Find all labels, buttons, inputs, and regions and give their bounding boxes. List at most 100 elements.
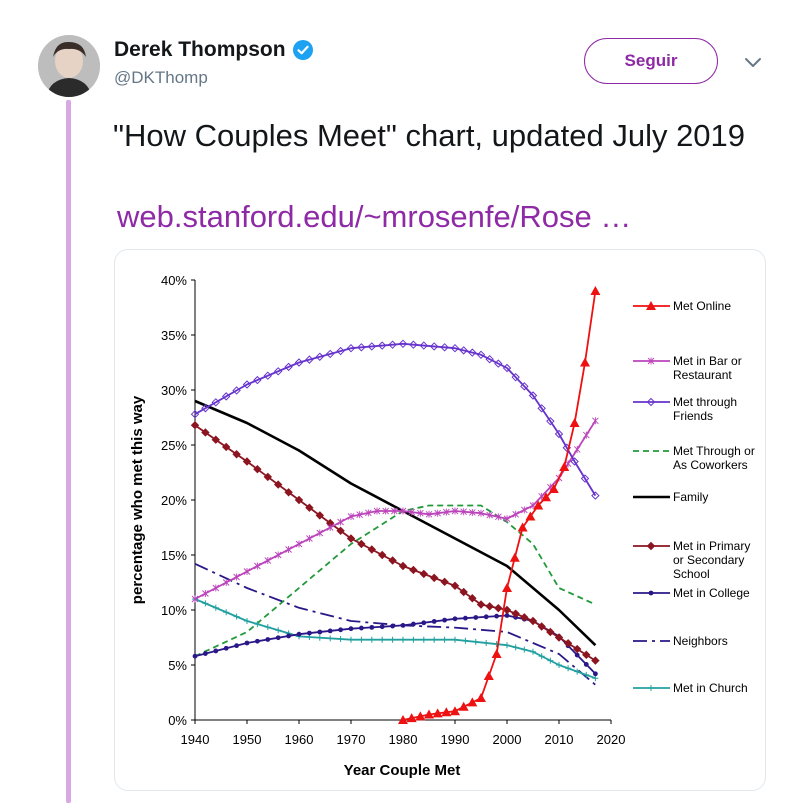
data-point (201, 428, 210, 437)
data-point (441, 707, 452, 717)
series-met-online (398, 286, 601, 724)
data-point (425, 510, 433, 518)
data-point (365, 509, 372, 517)
data-point (452, 636, 458, 643)
legend-label: Met Through or (673, 444, 755, 458)
data-point (213, 648, 219, 654)
data-point (295, 540, 303, 548)
data-point (591, 491, 600, 500)
data-point (429, 342, 439, 351)
legend-label: As Coworkers (673, 458, 748, 472)
data-point (458, 701, 469, 711)
data-point (511, 609, 520, 618)
data-point (569, 418, 580, 427)
series-met-in-bar-or-restaurant (191, 417, 599, 603)
x-tick-label: 2020 (597, 732, 626, 747)
data-point (286, 633, 291, 639)
data-point (275, 627, 282, 634)
data-point (473, 615, 479, 620)
data-point (563, 639, 573, 648)
x-tick-label: 1950 (233, 732, 262, 747)
data-point (419, 569, 429, 579)
data-point (255, 638, 260, 644)
data-point (570, 457, 579, 466)
how-couples-meet-chart: 0% 5% 10% 15% 20% 25% 30% 35% 40% 1940 1950 1960 197… (129, 273, 755, 779)
data-point (212, 604, 219, 611)
data-point (494, 359, 503, 368)
series-line (194, 504, 596, 658)
follow-button[interactable]: Seguir (584, 38, 718, 84)
data-point (337, 636, 344, 643)
avatar[interactable] (38, 35, 100, 97)
data-point (192, 653, 198, 659)
data-point (462, 637, 469, 644)
data-point (243, 568, 251, 575)
legend-label: or Secondary (673, 553, 744, 567)
data-point (284, 488, 293, 497)
data-point (367, 545, 377, 554)
data-point (517, 522, 528, 532)
data-point (233, 613, 240, 620)
data-point (554, 633, 564, 642)
data-point (410, 636, 417, 643)
data-point (424, 709, 434, 719)
data-point (546, 627, 555, 637)
data-point (537, 622, 546, 631)
data-point (348, 636, 354, 643)
data-point (357, 343, 366, 352)
data-point (373, 507, 381, 515)
data-point (431, 619, 437, 624)
data-point (326, 524, 334, 531)
legend-item: Neighbors (633, 634, 728, 648)
data-point (409, 565, 418, 575)
y-tick-label: 10% (161, 603, 187, 618)
data-point (190, 409, 200, 419)
data-point (221, 392, 231, 401)
data-point (468, 348, 477, 357)
data-point (367, 342, 377, 351)
data-point (307, 630, 312, 636)
data-point (573, 445, 581, 453)
data-point (325, 349, 335, 359)
data-point (346, 534, 356, 543)
data-point (556, 662, 562, 668)
data-point (533, 500, 544, 510)
data-point (442, 617, 447, 623)
data-point (377, 341, 387, 350)
data-point (432, 708, 443, 718)
author-handle[interactable]: @DKThomp (114, 68, 208, 87)
data-point (583, 662, 589, 667)
data-point (520, 382, 529, 391)
data-point (356, 511, 363, 519)
data-point (421, 620, 427, 626)
data-point (316, 634, 323, 641)
data-point (398, 715, 408, 724)
chart-image-card[interactable]: 0% 5% 10% 15% 20% 25% 30% 35% 40% 1940 1950 1960 197… (114, 249, 766, 791)
avatar-photo (38, 35, 100, 97)
series-met-through-or-as-coworkers (194, 504, 596, 658)
data-point (420, 636, 427, 643)
tweet-text: "How Couples Meet" chart, updated July 2… (113, 118, 746, 153)
data-point (530, 648, 536, 655)
chevron-down-icon[interactable] (744, 56, 762, 70)
tweet-link[interactable]: web.stanford.edu/~mrosenfe/Rose … (117, 199, 632, 234)
data-point (369, 624, 375, 630)
data-point (264, 624, 271, 631)
data-point (389, 636, 396, 643)
data-point (284, 362, 293, 372)
data-point (211, 398, 221, 407)
data-point (327, 635, 334, 642)
data-point (548, 484, 559, 493)
data-point (431, 636, 438, 643)
data-point (459, 346, 468, 355)
x-axis-label: Year Couple Met (344, 762, 461, 779)
data-point (491, 649, 502, 658)
data-point (336, 526, 345, 536)
data-point (476, 350, 486, 360)
data-point (357, 539, 366, 549)
data-point (565, 665, 572, 672)
author-name[interactable]: Derek Thompson (114, 38, 286, 61)
data-point (580, 474, 590, 483)
data-point (406, 713, 417, 723)
